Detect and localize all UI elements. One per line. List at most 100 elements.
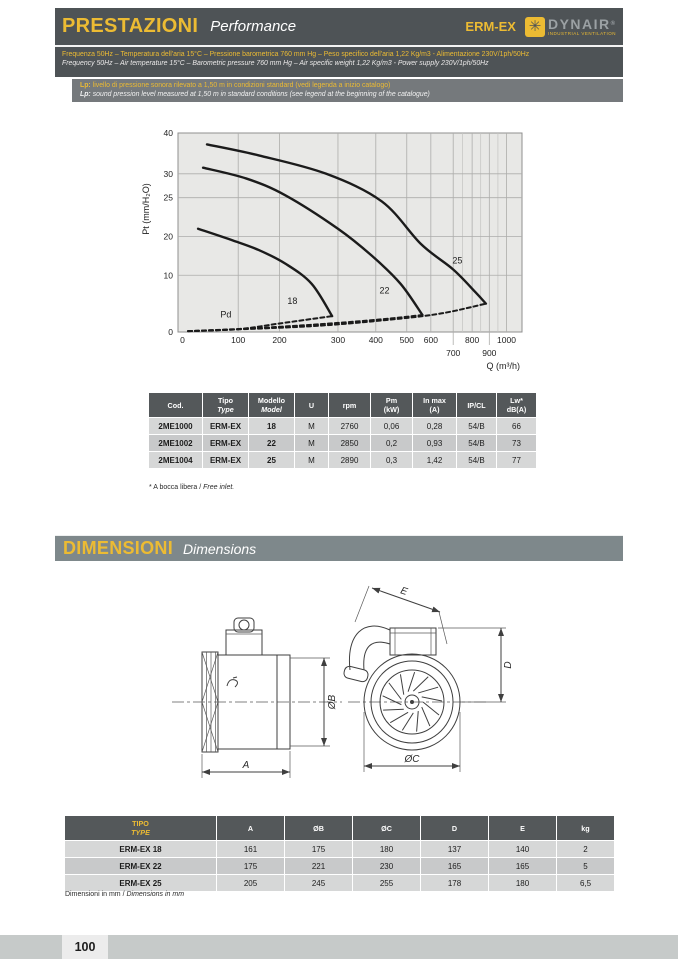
chart-tick-label: 25: [164, 193, 174, 203]
performance-table-cell: ERM-EX: [202, 451, 249, 469]
dimensions-table-cell: 5: [556, 857, 615, 875]
dimensions-table-cell: 2: [556, 840, 615, 858]
dimensions-table-column-header: kg: [556, 815, 615, 841]
dim-label-oc: ØC: [404, 754, 421, 765]
chart-tick-label: 400: [369, 335, 383, 345]
performance-chart: 0 100 200 300 400 500 600 800 1000 700 900 0 10 20 25 3…: [141, 128, 523, 371]
dimensions-table-cell: 230: [352, 857, 421, 875]
dimensions-table-row: ERM-EX 22 175 221 230 165 165 5: [64, 857, 615, 875]
dimensions-table-cell: 175: [216, 857, 285, 875]
chart-tick-label: 200: [272, 335, 286, 345]
dim-label-a: A: [242, 760, 250, 771]
header-bar: PRESTAZIONI Performance ERM-EX ✳ DYNAIR®…: [55, 8, 623, 77]
chart-tick-label: 1000: [497, 335, 516, 345]
performance-table-cell: 54/B: [456, 417, 497, 435]
fan-curve-22: [201, 166, 424, 317]
dimensions-title: DIMENSIONI: [63, 538, 174, 558]
chart-plot-area: [177, 132, 523, 333]
page-title-en: Performance: [210, 18, 297, 35]
dimensions-table-row: ERM-EX 25 205 245 255 178 180 6,5: [64, 874, 615, 892]
fan-side-view: ØB A: [172, 617, 342, 778]
dimensions-table-body: ERM-EX 18 161 175 180 137 140 2 ERM-EX 22 175 221…: [64, 840, 615, 892]
dimensions-table-cell: 161: [216, 840, 285, 858]
performance-table-cell: 2760: [328, 417, 371, 435]
chart-tick-label: 40: [164, 128, 174, 138]
dimension-drawings: ØB A: [172, 585, 514, 778]
chart-tick-label: 900: [482, 348, 496, 358]
performance-table-cell: M: [294, 451, 329, 469]
dimensions-table-cell: ERM-EX 22: [64, 857, 217, 875]
curve-label-18: 18: [287, 296, 297, 306]
performance-table-cell: 1,42: [412, 451, 457, 469]
page-title: PRESTAZIONI: [62, 15, 199, 37]
chart-tick-label: 600: [424, 335, 438, 345]
performance-table-column-header: rpm: [328, 392, 371, 418]
performance-table-cell: 73: [496, 434, 537, 452]
performance-table-cell: 0,3: [370, 451, 413, 469]
dimensions-table-cell: 165: [420, 857, 489, 875]
dim-label-e: E: [399, 585, 409, 598]
performance-table-column-header: Pm (kW): [370, 392, 413, 418]
curve-label-22: 22: [379, 285, 389, 295]
chart-tick-label: 700: [446, 348, 460, 358]
dimensions-table-column-header: ØB: [284, 815, 353, 841]
dimensions-table-cell: 221: [284, 857, 353, 875]
dimensions-table-column-header: A: [216, 815, 285, 841]
fan-logo-icon: ✳: [524, 16, 545, 37]
conditions-english: Frequency 50Hz – Air temperature 15°C – …: [62, 59, 489, 67]
registered-mark: ®: [610, 20, 616, 27]
performance-table-cell: M: [294, 417, 329, 435]
curve-label-25: 25: [452, 256, 462, 266]
dimensions-table-cell: 140: [488, 840, 557, 858]
chart-tick-label: 800: [465, 335, 479, 345]
dim-label-d: D: [503, 661, 514, 668]
performance-table-cell: 77: [496, 451, 537, 469]
performance-table-column-header: In max (A): [412, 392, 457, 418]
dimensions-table-cell: 255: [352, 874, 421, 892]
performance-table-cell: 0,06: [370, 417, 413, 435]
lp-note-italian: Lp: livello di pressione sonora rilevato …: [80, 82, 391, 89]
brand-name: DYNAIR®: [547, 15, 616, 32]
performance-table-cell: 54/B: [456, 451, 497, 469]
performance-table-cell: 2890: [328, 451, 371, 469]
dimensions-table-cell: ERM-EX 25: [64, 874, 217, 892]
dim-label-ob: ØB: [327, 694, 338, 710]
performance-table-column-header: Tipo Type: [202, 392, 249, 418]
model-code: ERM-EX: [465, 19, 516, 34]
dimensions-table-cell: 178: [420, 874, 489, 892]
performance-table-column-header: Lw* dB(A): [496, 392, 537, 418]
performance-table-cell: 2ME1002: [148, 434, 203, 452]
dimensions-title-en: Dimensions: [183, 540, 257, 557]
performance-table-column-header: Cod.: [148, 392, 203, 418]
lp-note-english: Lp: sound pression level measured at 1,50…: [80, 90, 430, 98]
chart-tick-label: 0: [168, 327, 173, 337]
dimensions-table-cell: 180: [352, 840, 421, 858]
conditions-italian: Frequenza 50Hz – Temperatura dell'aria 1…: [62, 51, 530, 58]
impeller-blades: [382, 671, 443, 732]
footer-bar: 100: [0, 935, 678, 959]
performance-table-body: 2ME1000 ERM-EX 18 M 2760 0,06 0,28 54/B 66 2ME100…: [148, 417, 537, 469]
fan-curve-18: [196, 227, 334, 318]
performance-footnote: * A bocca libera / Free inlet.: [149, 484, 235, 491]
header-title-row: PRESTAZIONI Performance ERM-EX ✳ DYNAIR®…: [55, 8, 623, 47]
chart-tick-label: 300: [331, 335, 345, 345]
performance-table-row: 2ME1002 ERM-EX 22 M 2850 0,2 0,93 54/B 73: [148, 434, 537, 452]
performance-table-cell: 2ME1004: [148, 451, 203, 469]
performance-table-cell: 0,28: [412, 417, 457, 435]
chart-y-axis-title: Pt (mm/H₂O): [141, 183, 151, 235]
chart-tick-label: 30: [164, 169, 174, 179]
dimensions-table-row: ERM-EX 18 161 175 180 137 140 2: [64, 840, 615, 858]
performance-table-row: 2ME1004 ERM-EX 25 M 2890 0,3 1,42 54/B 77: [148, 451, 537, 469]
dimensions-table-cell: 205: [216, 874, 285, 892]
performance-table-column-header: Modello Model: [248, 392, 295, 418]
performance-table-cell: 2ME1000: [148, 417, 203, 435]
performance-table-cell: ERM-EX: [202, 434, 249, 452]
performance-table-row: 2ME1000 ERM-EX 18 M 2760 0,06 0,28 54/B 66: [148, 417, 537, 435]
performance-table-cell: 25: [248, 451, 295, 469]
curve-label-Pd: Pd: [220, 309, 231, 319]
performance-table-column-header: U: [294, 392, 329, 418]
dimensions-table-cell: 6,5: [556, 874, 615, 892]
